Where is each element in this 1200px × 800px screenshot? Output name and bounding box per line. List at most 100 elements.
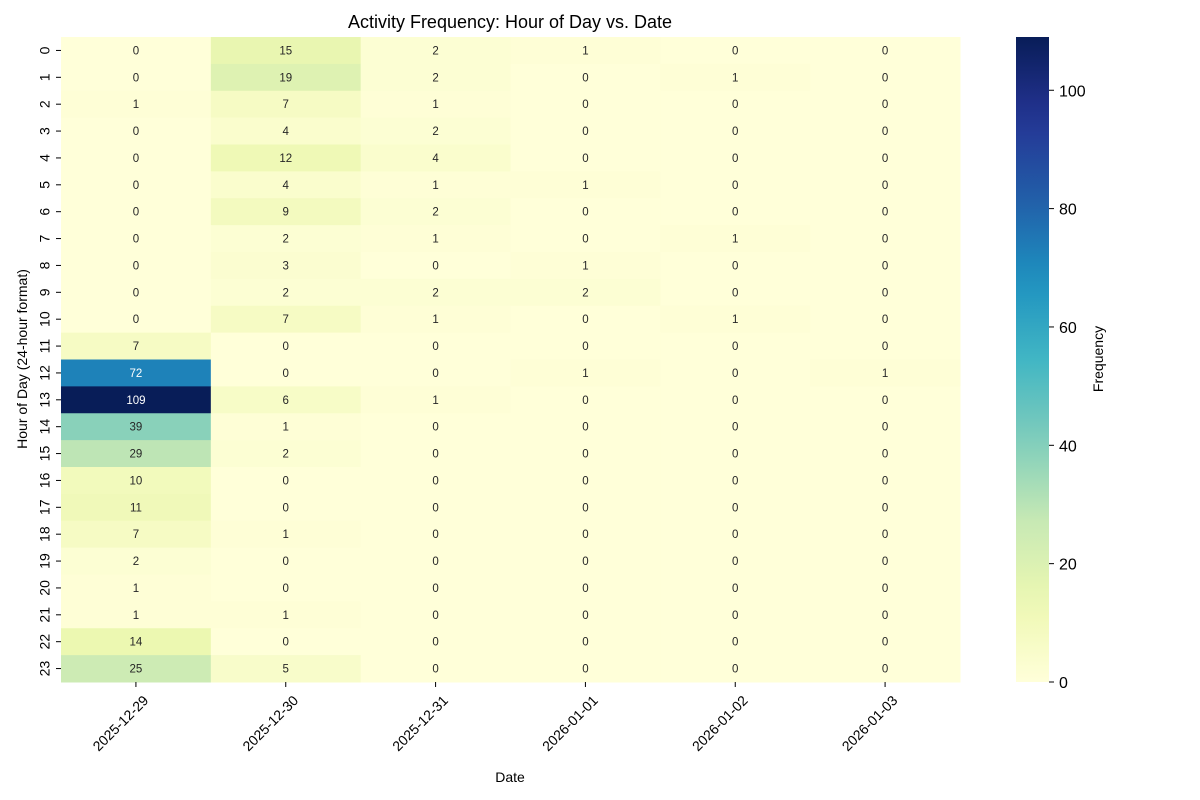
heatmap-cell xyxy=(810,90,961,119)
heatmap-cell xyxy=(510,37,661,65)
heatmap-cell xyxy=(660,655,811,683)
colorbar-tick-label: 40 xyxy=(1059,438,1077,455)
heatmap-cell-labels: 0 15 2 1 0 00 19 2 0 1 01 7 1 0 0 00 4 2 0 0 00 12 4 0 0 00 4 1 1 0 00… xyxy=(126,45,888,675)
heatmap-cell xyxy=(210,440,362,468)
cell-value-label: 0 xyxy=(432,529,438,541)
cell-value-label: 0 xyxy=(882,153,888,165)
heatmap-cell xyxy=(360,440,511,468)
heatmap-cell xyxy=(360,547,511,575)
heatmap-cell xyxy=(510,628,661,656)
cell-value-label: 0 xyxy=(882,610,888,622)
cell-value-label: 6 xyxy=(283,395,289,407)
heatmap-cell xyxy=(510,198,661,226)
y-tick-label: 21 xyxy=(37,607,53,623)
cell-value-label: 1 xyxy=(882,368,888,380)
cell-value-label: 0 xyxy=(732,368,738,380)
cell-value-label: 0 xyxy=(732,153,738,165)
cell-value-label: 0 xyxy=(582,234,588,246)
cell-value-label: 4 xyxy=(283,126,290,138)
heatmap-cell xyxy=(810,467,961,495)
heatmap-cell xyxy=(210,198,362,226)
cell-value-label: 0 xyxy=(283,502,289,514)
cell-value-label: 0 xyxy=(432,475,438,487)
heatmap-cell xyxy=(510,305,661,334)
cell-value-label: 0 xyxy=(582,422,588,434)
cell-value-label: 0 xyxy=(882,234,888,246)
heatmap-cell xyxy=(660,574,811,602)
heatmap-cell xyxy=(810,171,961,199)
heatmap-cell xyxy=(510,144,661,172)
heatmap-cell xyxy=(360,37,511,65)
heatmap-cell xyxy=(61,90,212,119)
heatmap-cell xyxy=(660,467,811,495)
cell-value-label: 0 xyxy=(582,314,588,326)
cell-value-label: 0 xyxy=(882,99,888,111)
y-tick-label: 6 xyxy=(37,208,53,216)
heatmap-cell xyxy=(660,440,811,468)
heatmap-cell xyxy=(210,225,362,253)
heatmap-cell xyxy=(660,225,811,253)
cell-value-label: 9 xyxy=(283,207,289,219)
cell-value-label: 0 xyxy=(732,395,738,407)
cell-value-label: 2 xyxy=(432,287,438,299)
heatmap-cell xyxy=(210,628,362,656)
heatmap-cell xyxy=(510,278,661,307)
cell-value-label: 0 xyxy=(882,556,888,568)
cell-value-label: 0 xyxy=(882,260,888,272)
cell-value-label: 0 xyxy=(882,314,888,326)
cell-value-label: 0 xyxy=(882,45,888,57)
y-tick-label: 20 xyxy=(37,580,53,596)
heatmap-cell xyxy=(360,225,511,253)
heatmap-cell xyxy=(510,440,661,468)
heatmap-cell xyxy=(810,601,961,629)
heatmap-cell xyxy=(61,574,212,602)
heatmap-cell xyxy=(61,440,212,468)
cell-value-label: 0 xyxy=(732,287,738,299)
heatmap-cell xyxy=(360,520,511,549)
y-tick-label: 16 xyxy=(37,472,53,488)
heatmap-cell xyxy=(810,225,961,253)
heatmap-cell xyxy=(210,386,362,414)
heatmap-cell xyxy=(360,601,511,629)
heatmap-cell xyxy=(61,493,212,522)
cell-value-label: 0 xyxy=(882,583,888,595)
heatmap-cell xyxy=(810,278,961,307)
heatmap-cell xyxy=(510,225,661,253)
heatmap-cell xyxy=(61,171,212,199)
cell-value-label: 0 xyxy=(732,610,738,622)
x-tick-label: 2025-12-30 xyxy=(239,692,301,754)
heatmap-cell xyxy=(510,601,661,629)
heatmap-cell xyxy=(360,413,511,441)
cell-value-label: 0 xyxy=(732,341,738,353)
heatmap-cell xyxy=(210,144,362,172)
heatmap-cell xyxy=(61,359,212,387)
cell-value-label: 0 xyxy=(732,45,738,57)
heatmap-cell xyxy=(360,117,511,145)
cell-value-label: 1 xyxy=(283,422,289,434)
heatmap-cell xyxy=(810,144,961,172)
heatmap-cell xyxy=(210,117,362,145)
y-tick-label: 17 xyxy=(37,499,53,515)
heatmap-cell xyxy=(61,628,212,656)
cell-value-label: 29 xyxy=(130,449,143,461)
cell-value-label: 1 xyxy=(133,610,139,622)
heatmap-cell xyxy=(210,171,362,199)
y-tick-label: 19 xyxy=(37,553,53,569)
cell-value-label: 1 xyxy=(432,180,438,192)
cell-value-label: 0 xyxy=(732,99,738,111)
cell-value-label: 0 xyxy=(133,234,139,246)
heatmap-cell xyxy=(61,63,212,92)
heatmap-cell xyxy=(360,467,511,495)
cell-value-label: 0 xyxy=(732,449,738,461)
cell-value-label: 1 xyxy=(582,260,588,272)
cell-value-label: 0 xyxy=(882,72,888,84)
y-tick-label: 23 xyxy=(37,661,53,677)
heatmap-cell xyxy=(660,305,811,334)
y-tick-label: 11 xyxy=(37,339,53,354)
heatmap-cell xyxy=(660,520,811,549)
cell-value-label: 14 xyxy=(130,637,143,649)
cell-value-label: 0 xyxy=(882,180,888,192)
heatmap-cell xyxy=(810,413,961,441)
cell-value-label: 2 xyxy=(283,287,289,299)
heatmap-cell xyxy=(660,198,811,226)
